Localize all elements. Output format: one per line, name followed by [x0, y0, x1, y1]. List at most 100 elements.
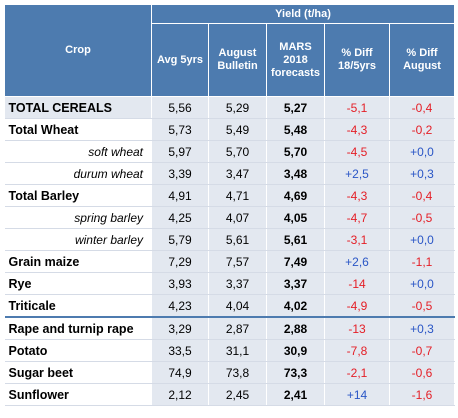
- diff-august-cell: -0,7: [389, 339, 456, 362]
- yield-group-header: Yield (t/ha): [150, 4, 456, 24]
- august-bulletin-cell: 4,07: [208, 206, 267, 229]
- diff-august-cell: -0,2: [389, 118, 456, 141]
- diff-5yrs-cell: -5,1: [324, 96, 390, 119]
- avg-5yrs-cell: 5,56: [151, 96, 209, 119]
- august-bulletin-cell: 2,45: [208, 383, 267, 406]
- avg-5yrs-cell: 4,23: [151, 294, 209, 318]
- diff-5yrs-cell: -4,5: [324, 140, 390, 163]
- diff-august-cell: -0,5: [389, 294, 456, 318]
- diff-5yrs-cell: -4,3: [324, 118, 390, 141]
- crop-name-cell: Potato: [4, 339, 152, 362]
- mars-forecast-cell: 30,9: [266, 339, 325, 362]
- diff-5yrs-cell: -4,3: [324, 184, 390, 207]
- august-bulletin-cell: 3,37: [208, 272, 267, 295]
- avg-5yrs-header: Avg 5yrs: [151, 23, 209, 97]
- avg-5yrs-cell: 33,5: [151, 339, 209, 362]
- diff-5yrs-cell: +2,6: [324, 250, 390, 273]
- diff-august-cell: -1,1: [389, 250, 456, 273]
- august-bulletin-cell: 3,47: [208, 162, 267, 185]
- avg-5yrs-cell: 4,91: [151, 184, 209, 207]
- diff-5yrs-cell: -14: [324, 272, 390, 295]
- avg-5yrs-cell: 7,29: [151, 250, 209, 273]
- diff-august-cell: -0,6: [389, 361, 456, 384]
- crop-column-header: Crop: [4, 4, 152, 97]
- august-bulletin-cell: 31,1: [208, 339, 267, 362]
- table-row: Total Wheat 5,73 5,49 5,48 -4,3 -0,2: [4, 118, 456, 141]
- crop-name-cell: Total Barley: [4, 184, 152, 207]
- mars-forecast-cell: 5,70: [266, 140, 325, 163]
- table-row: spring barley 4,25 4,07 4,05 -4,7 -0,5: [4, 206, 456, 229]
- august-bulletin-cell: 5,49: [208, 118, 267, 141]
- august-bulletin-cell: 7,57: [208, 250, 267, 273]
- crop-name-cell: TOTAL CEREALS: [4, 96, 152, 119]
- mars-forecast-cell: 5,61: [266, 228, 325, 251]
- table-row: Sugar beet 74,9 73,8 73,3 -2,1 -0,6: [4, 361, 456, 384]
- mars-forecast-header: MARS 2018 forecasts: [266, 23, 325, 97]
- mars-forecast-cell: 5,48: [266, 118, 325, 141]
- mars-forecast-cell: 2,88: [266, 316, 325, 340]
- diff-august-cell: +0,0: [389, 228, 456, 251]
- diff-5yrs-cell: -4,7: [324, 206, 390, 229]
- diff-5yrs-cell: -13: [324, 316, 390, 340]
- crop-name-cell: Rape and turnip rape: [4, 316, 152, 340]
- table-row: Rape and turnip rape 3,29 2,87 2,88 -13 +0,3: [4, 316, 456, 340]
- mars-forecast-cell: 2,41: [266, 383, 325, 406]
- diff-august-cell: +0,3: [389, 316, 456, 340]
- crop-name-cell: winter barley: [4, 228, 152, 251]
- diff-august-cell: -0,4: [389, 184, 456, 207]
- avg-5yrs-cell: 5,79: [151, 228, 209, 251]
- mars-forecast-cell: 5,27: [266, 96, 325, 119]
- diff-5yrs-cell: +2,5: [324, 162, 390, 185]
- august-bulletin-cell: 73,8: [208, 361, 267, 384]
- august-bulletin-header: August Bulletin: [208, 23, 267, 97]
- table-row: Rye 3,93 3,37 3,37 -14 +0,0: [4, 272, 456, 295]
- table-row: winter barley 5,79 5,61 5,61 -3,1 +0,0: [4, 228, 456, 251]
- diff-august-cell: +0,3: [389, 162, 456, 185]
- crop-name-cell: Sunflower: [4, 383, 152, 406]
- august-bulletin-cell: 5,70: [208, 140, 267, 163]
- yield-table-body: TOTAL CEREALS 5,56 5,29 5,27 -5,1 -0,4 Total W…: [4, 96, 456, 406]
- crop-name-cell: spring barley: [4, 206, 152, 229]
- avg-5yrs-cell: 74,9: [151, 361, 209, 384]
- table-row: TOTAL CEREALS 5,56 5,29 5,27 -5,1 -0,4: [4, 96, 456, 119]
- avg-5yrs-cell: 3,93: [151, 272, 209, 295]
- avg-5yrs-cell: 2,12: [151, 383, 209, 406]
- august-bulletin-cell: 5,29: [208, 96, 267, 119]
- table-row: soft wheat 5,97 5,70 5,70 -4,5 +0,0: [4, 140, 456, 163]
- diff-5yrs-cell: -7,8: [324, 339, 390, 362]
- table-row: Total Barley 4,91 4,71 4,69 -4,3 -0,4: [4, 184, 456, 207]
- crop-name-cell: Triticale: [4, 294, 152, 318]
- diff-august-cell: +0,0: [389, 272, 456, 295]
- august-bulletin-cell: 4,04: [208, 294, 267, 318]
- mars-forecast-cell: 4,69: [266, 184, 325, 207]
- table-row: Sunflower 2,12 2,45 2,41 +14 -1,6: [4, 383, 456, 406]
- table-row: durum wheat 3,39 3,47 3,48 +2,5 +0,3: [4, 162, 456, 185]
- diff-5yrs-cell: -2,1: [324, 361, 390, 384]
- mars-forecast-cell: 73,3: [266, 361, 325, 384]
- mars-forecast-cell: 3,48: [266, 162, 325, 185]
- mars-forecast-cell: 7,49: [266, 250, 325, 273]
- table-row: Grain maize 7,29 7,57 7,49 +2,6 -1,1: [4, 250, 456, 273]
- avg-5yrs-cell: 3,39: [151, 162, 209, 185]
- august-bulletin-cell: 4,71: [208, 184, 267, 207]
- diff-august-header: % Diff August: [388, 23, 456, 97]
- august-bulletin-cell: 5,61: [208, 228, 267, 251]
- avg-5yrs-cell: 4,25: [151, 206, 209, 229]
- diff-august-cell: +0,0: [389, 140, 456, 163]
- august-bulletin-cell: 2,87: [208, 316, 267, 340]
- avg-5yrs-cell: 5,97: [151, 140, 209, 163]
- crop-name-cell: durum wheat: [4, 162, 152, 185]
- diff-5yrs-cell: -4,9: [324, 294, 390, 318]
- mars-forecast-cell: 3,37: [266, 272, 325, 295]
- yield-table: Crop Yield (t/ha) Avg 5yrs August Bulleti…: [4, 4, 456, 406]
- mars-forecast-cell: 4,05: [266, 206, 325, 229]
- mars-forecast-cell: 4,02: [266, 294, 325, 318]
- crop-name-cell: Rye: [4, 272, 152, 295]
- avg-5yrs-cell: 3,29: [151, 316, 209, 340]
- crop-name-cell: Total Wheat: [4, 118, 152, 141]
- diff-5yrs-cell: +14: [324, 383, 390, 406]
- table-row: Potato 33,5 31,1 30,9 -7,8 -0,7: [4, 339, 456, 362]
- diff-august-cell: -0,5: [389, 206, 456, 229]
- diff-august-cell: -1,6: [389, 383, 456, 406]
